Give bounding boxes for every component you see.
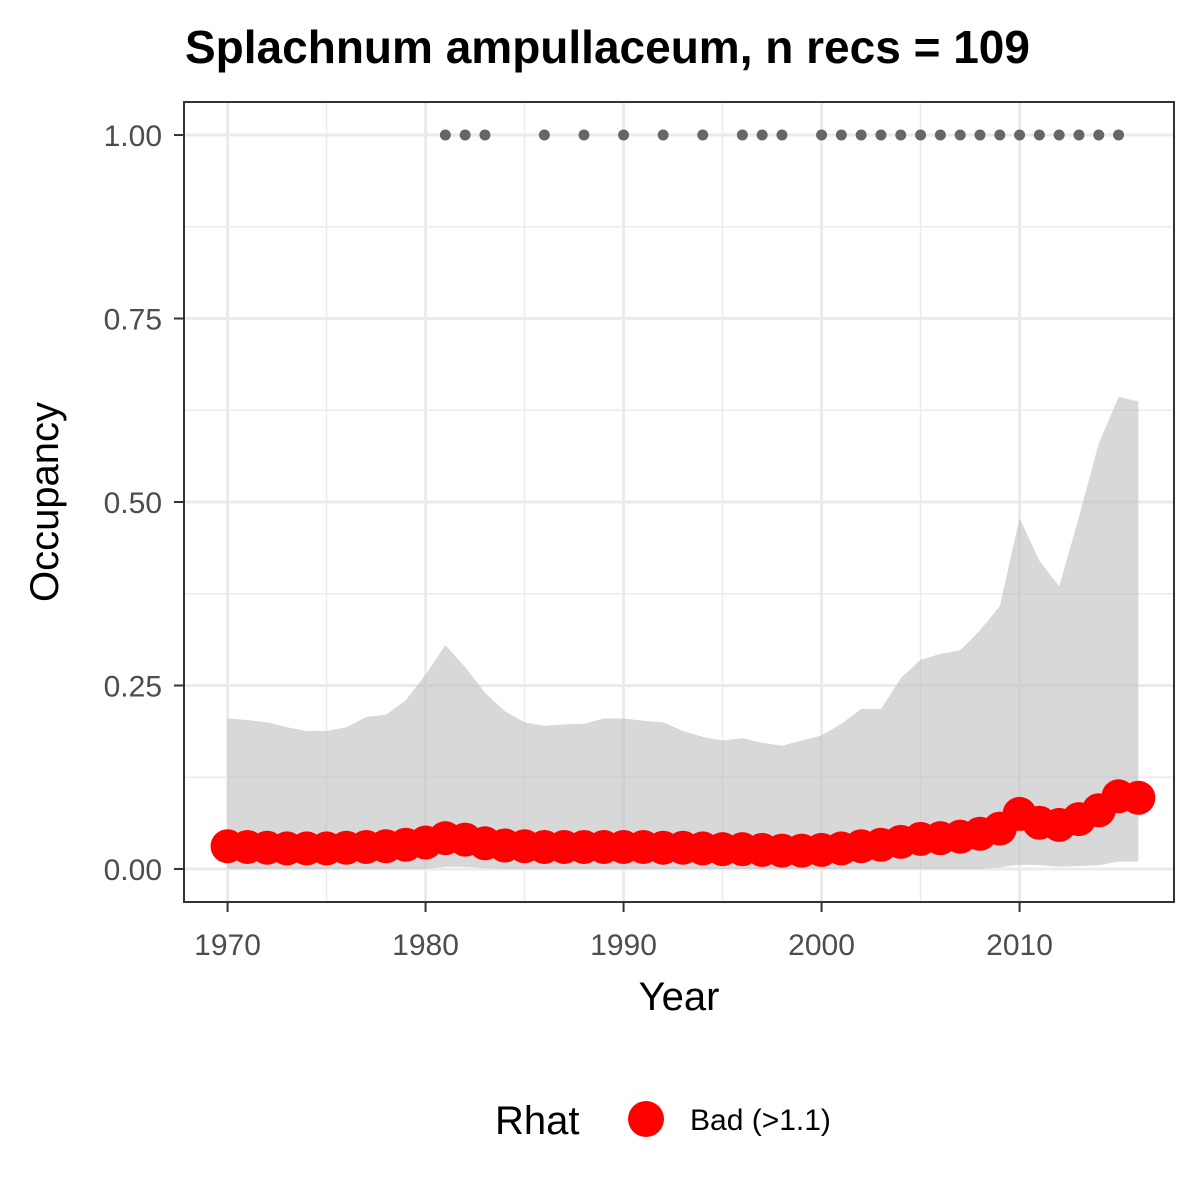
- record-point: [459, 129, 471, 141]
- x-tick-label: 2000: [788, 929, 855, 962]
- y-tick-label: 0.25: [104, 670, 162, 703]
- record-point: [736, 129, 748, 141]
- legend-label-bad: Bad (>1.1): [690, 1104, 831, 1137]
- credible-interval-band-layer: [227, 397, 1139, 869]
- y-tick-label: 0.50: [104, 487, 162, 520]
- record-point: [1014, 129, 1026, 141]
- y-tick-label: 0.00: [104, 854, 162, 887]
- record-point: [479, 129, 491, 141]
- record-points-layer: [439, 129, 1125, 141]
- record-point: [875, 129, 887, 141]
- record-point: [895, 129, 907, 141]
- legend-title: Rhat: [495, 1099, 580, 1143]
- chart-title: Splachnum ampullaceum, n recs = 109: [185, 21, 1030, 73]
- record-point: [538, 129, 550, 141]
- credible-interval-band: [227, 397, 1139, 869]
- record-point: [1113, 129, 1125, 141]
- legend: Rhat Bad (>1.1): [495, 1099, 831, 1143]
- y-axis-title: Occupancy: [23, 402, 67, 602]
- record-point: [439, 129, 451, 141]
- record-point: [697, 129, 709, 141]
- x-axis-title: Year: [639, 975, 720, 1019]
- y-tick-label: 0.75: [104, 304, 162, 337]
- record-point: [974, 129, 986, 141]
- record-point: [835, 129, 847, 141]
- x-tick-label: 1970: [194, 929, 261, 962]
- record-point: [657, 129, 669, 141]
- occupancy-points-layer: [210, 779, 1156, 868]
- record-point: [934, 129, 946, 141]
- record-point: [816, 129, 828, 141]
- record-point: [1053, 129, 1065, 141]
- legend-key-point: [628, 1101, 664, 1137]
- y-tick-label: 1.00: [104, 120, 162, 153]
- record-point: [776, 129, 788, 141]
- record-point: [994, 129, 1006, 141]
- record-point: [756, 129, 768, 141]
- record-point: [855, 129, 867, 141]
- record-point: [915, 129, 927, 141]
- record-point: [618, 129, 630, 141]
- record-point: [1093, 129, 1105, 141]
- occupancy-point: [1121, 780, 1156, 815]
- x-tick-label: 1990: [590, 929, 657, 962]
- record-point: [578, 129, 590, 141]
- axis-layer: 1970 1980 1990 2000 2010 0.00 0.25 0.50 0.75 1.00: [104, 120, 1053, 962]
- x-tick-label: 2010: [986, 929, 1053, 962]
- record-point: [1033, 129, 1045, 141]
- record-point: [954, 129, 966, 141]
- x-tick-label: 1980: [392, 929, 459, 962]
- record-point: [1073, 129, 1085, 141]
